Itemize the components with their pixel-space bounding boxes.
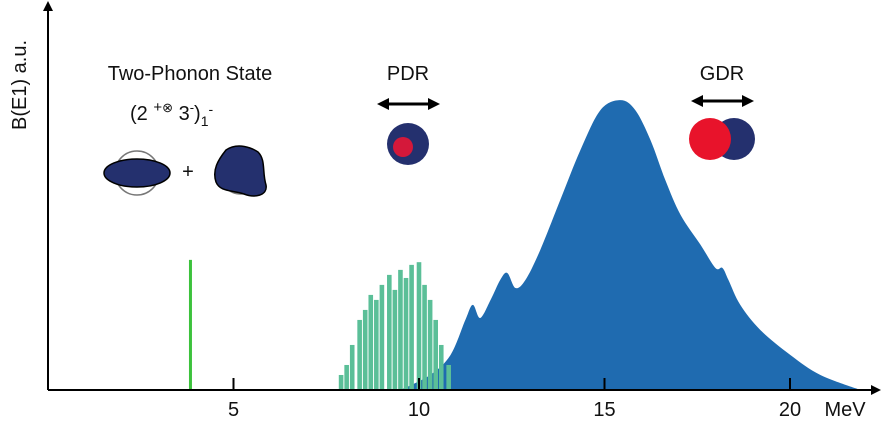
pdr-bar bbox=[428, 300, 433, 390]
pdr-bar bbox=[374, 300, 379, 390]
pdr-bar bbox=[339, 375, 344, 390]
pdr-bar bbox=[433, 320, 438, 390]
x-axis-label: MeV bbox=[824, 399, 866, 421]
pdr-bar bbox=[422, 285, 427, 390]
formula-part: + bbox=[153, 99, 162, 116]
gdr-area bbox=[400, 100, 860, 390]
x-tick-label: 5 bbox=[228, 399, 239, 421]
pdr-bar bbox=[446, 365, 451, 390]
octupole-shape bbox=[215, 146, 266, 196]
x-tick-label: 15 bbox=[593, 399, 615, 421]
formula-part: (2 bbox=[130, 103, 153, 125]
formula-part: ⊗ bbox=[162, 100, 173, 115]
x-tick-label: 20 bbox=[779, 399, 801, 421]
formula-part: - bbox=[209, 101, 214, 117]
pdr-bar bbox=[380, 285, 385, 390]
formula-part: 1 bbox=[201, 113, 209, 129]
pdr-bar bbox=[398, 270, 403, 390]
pdr-bar bbox=[368, 295, 373, 390]
y-axis-label: B(E1) a.u. bbox=[9, 40, 31, 130]
formula-part: ) bbox=[194, 103, 201, 125]
pdr-bar bbox=[344, 365, 349, 390]
gdr-protons bbox=[689, 118, 731, 160]
pdr-bar bbox=[404, 278, 409, 390]
gdr-label: GDR bbox=[700, 63, 744, 85]
two-phonon-title: Two-Phonon State bbox=[108, 63, 273, 85]
pdr-bar bbox=[439, 345, 444, 390]
pdr-bar bbox=[417, 262, 422, 390]
formula-part: 3 bbox=[173, 103, 190, 125]
quadrupole-shape bbox=[104, 159, 170, 187]
pdr-bar bbox=[357, 320, 362, 390]
pdr-bar bbox=[409, 265, 414, 390]
pdr-bar bbox=[350, 345, 355, 390]
chart: MeV B(E1) a.u. Two-Phonon State (2 +⊗ 3-… bbox=[0, 0, 881, 423]
pdr-label: PDR bbox=[387, 63, 429, 85]
plus-sign: + bbox=[182, 161, 194, 183]
plot-area bbox=[190, 100, 860, 390]
pdr-bar bbox=[393, 290, 398, 390]
pdr-skin bbox=[393, 137, 413, 157]
x-tick-label: 10 bbox=[408, 399, 430, 421]
pdr-bar bbox=[387, 275, 392, 390]
two-phonon-formula: (2 +⊗ 3-)1- bbox=[130, 99, 214, 129]
pdr-bar bbox=[363, 310, 368, 390]
